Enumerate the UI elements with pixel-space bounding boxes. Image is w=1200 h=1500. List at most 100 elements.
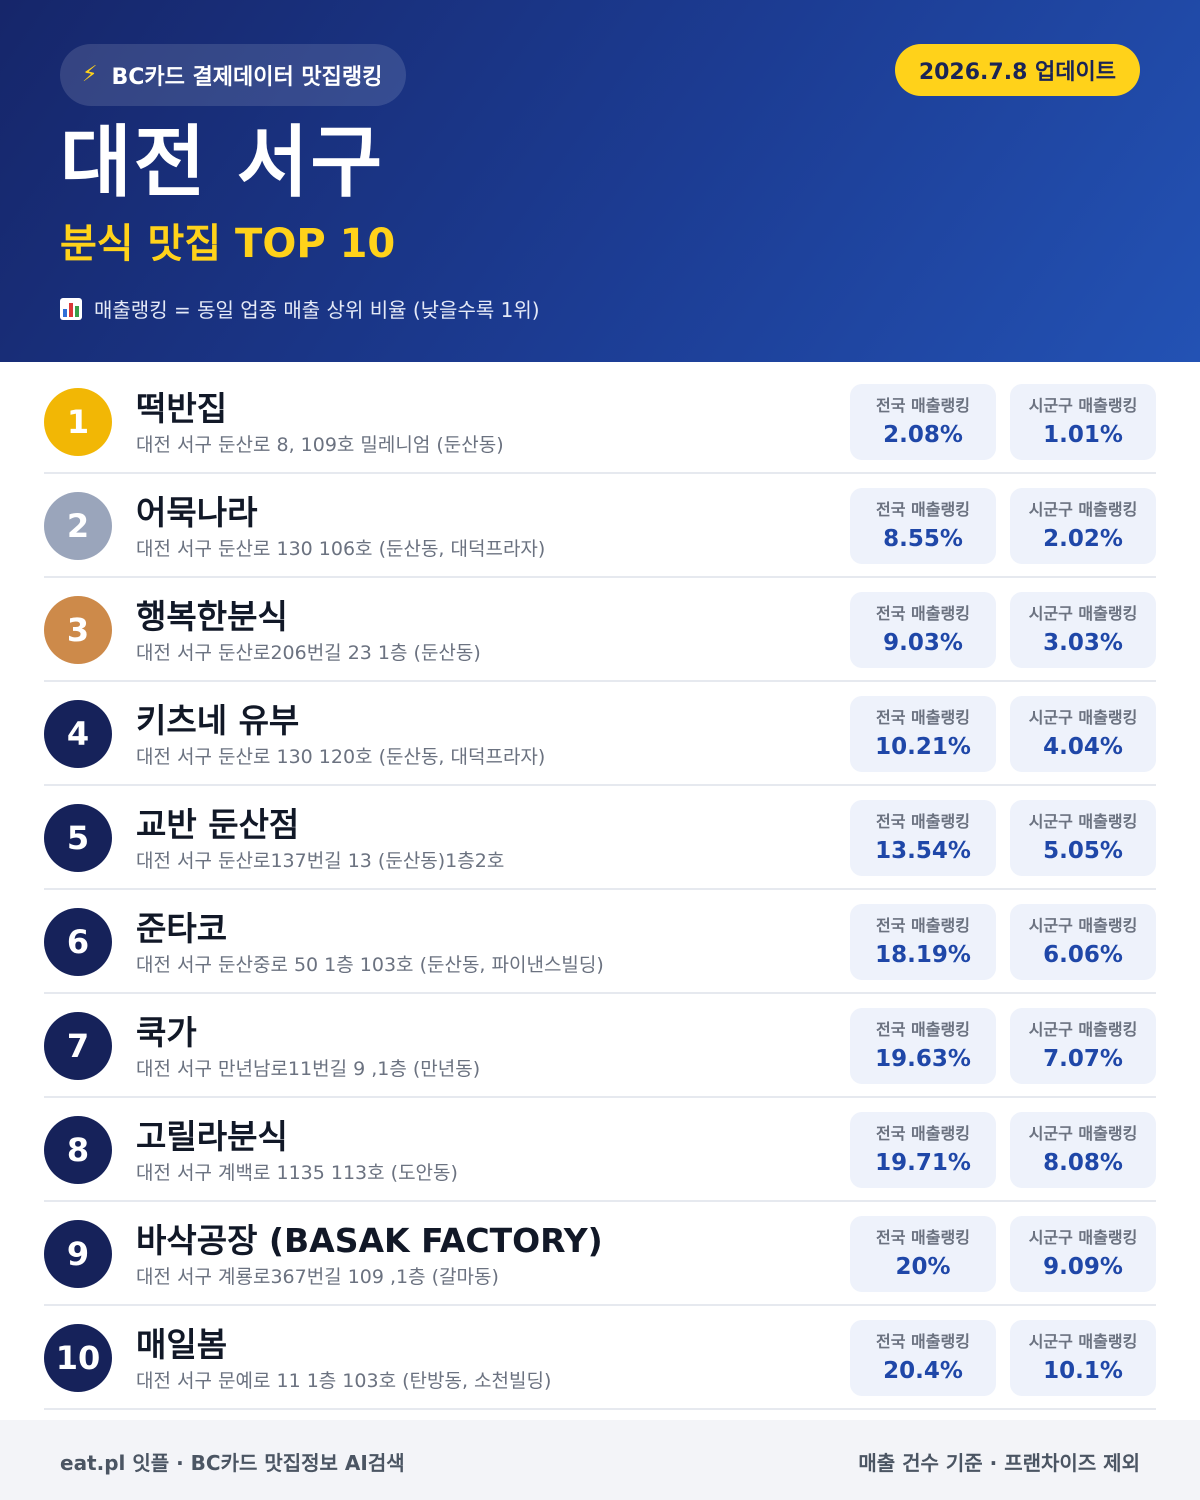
national-ranking-box: 전국 매출랭킹 18.19% — [850, 904, 996, 980]
list-item[interactable]: 7 쿡가 대전 서구 만년남로11번길 9 ,1층 (만년동) 전국 매출랭킹 … — [44, 994, 1156, 1098]
list-item[interactable]: 3 행복한분식 대전 서구 둔산로206번길 23 1층 (둔산동) 전국 매출… — [44, 578, 1156, 682]
national-ranking-value: 2.08% — [883, 422, 963, 448]
restaurant-address: 대전 서구 둔산로137번길 13 (둔산동)1층2호 — [136, 850, 505, 872]
local-ranking-box: 시군구 매출랭킹 10.1% — [1010, 1320, 1156, 1396]
rank-badge: 6 — [44, 908, 112, 976]
footer-source: eat.pl 잇플 · BC카드 맛집정보 AI검색 — [60, 1451, 405, 1475]
restaurant-address: 대전 서구 둔산로 130 120호 (둔산동, 대덕프라자) — [136, 746, 546, 768]
national-ranking-label: 전국 매출랭킹 — [876, 708, 970, 727]
restaurant-address: 대전 서구 계백로 1135 113호 (도안동) — [136, 1162, 458, 1184]
national-ranking-label: 전국 매출랭킹 — [876, 1020, 970, 1039]
local-ranking-value: 4.04% — [1043, 734, 1123, 760]
local-ranking-label: 시군구 매출랭킹 — [1028, 1228, 1138, 1247]
restaurant-address: 대전 서구 문예로 11 1층 103호 (탄방동, 소천빌딩) — [136, 1370, 552, 1392]
national-ranking-value: 18.19% — [875, 942, 971, 968]
restaurant-name: 키츠네 유부 — [136, 701, 300, 740]
national-ranking-label: 전국 매출랭킹 — [876, 604, 970, 623]
local-ranking-box: 시군구 매출랭킹 5.05% — [1010, 800, 1156, 876]
restaurant-name: 떡반집 — [136, 389, 228, 428]
local-ranking-box: 시군구 매출랭킹 8.08% — [1010, 1112, 1156, 1188]
restaurant-address: 대전 서구 둔산로206번길 23 1층 (둔산동) — [136, 642, 481, 664]
national-ranking-label: 전국 매출랭킹 — [876, 1228, 970, 1247]
local-ranking-label: 시군구 매출랭킹 — [1028, 500, 1138, 519]
rank-badge: 4 — [44, 700, 112, 768]
restaurant-name: 매일봄 — [136, 1325, 228, 1364]
local-ranking-value: 9.09% — [1043, 1254, 1123, 1280]
rank-badge: 3 — [44, 596, 112, 664]
local-ranking-label: 시군구 매출랭킹 — [1028, 1124, 1138, 1143]
local-ranking-label: 시군구 매출랭킹 — [1028, 812, 1138, 831]
rank-badge: 5 — [44, 804, 112, 872]
ranking-note: 매출랭킹 = 동일 업종 매출 상위 비율 (낮을수록 1위) — [60, 294, 540, 323]
national-ranking-box: 전국 매출랭킹 2.08% — [850, 384, 996, 460]
restaurant-name: 바삭공장 (BASAK FACTORY) — [136, 1221, 603, 1260]
lightning-icon: ⚡ — [82, 62, 98, 87]
list-item[interactable]: 9 바삭공장 (BASAK FACTORY) 대전 서구 계룡로367번길 10… — [44, 1202, 1156, 1306]
rank-badge: 1 — [44, 388, 112, 456]
national-ranking-label: 전국 매출랭킹 — [876, 396, 970, 415]
national-ranking-label: 전국 매출랭킹 — [876, 916, 970, 935]
local-ranking-label: 시군구 매출랭킹 — [1028, 916, 1138, 935]
local-ranking-box: 시군구 매출랭킹 1.01% — [1010, 384, 1156, 460]
restaurant-address: 대전 서구 만년남로11번길 9 ,1층 (만년동) — [136, 1058, 481, 1080]
update-badge: 2026.7.8 업데이트 — [894, 44, 1140, 96]
national-ranking-value: 19.63% — [875, 1046, 971, 1072]
local-ranking-value: 1.01% — [1043, 422, 1123, 448]
restaurant-address: 대전 서구 둔산로 8, 109호 밀레니엄 (둔산동) — [136, 434, 504, 456]
national-ranking-value: 19.71% — [875, 1150, 971, 1176]
national-ranking-value: 10.21% — [875, 734, 971, 760]
list-item[interactable]: 5 교반 둔산점 대전 서구 둔산로137번길 13 (둔산동)1층2호 전국 … — [44, 786, 1156, 890]
local-ranking-value: 5.05% — [1043, 838, 1123, 864]
local-ranking-label: 시군구 매출랭킹 — [1028, 396, 1138, 415]
list-item[interactable]: 8 고릴라분식 대전 서구 계백로 1135 113호 (도안동) 전국 매출랭… — [44, 1098, 1156, 1202]
local-ranking-box: 시군구 매출랭킹 3.03% — [1010, 592, 1156, 668]
national-ranking-value: 8.55% — [883, 526, 963, 552]
national-ranking-label: 전국 매출랭킹 — [876, 1124, 970, 1143]
restaurant-name: 행복한분식 — [136, 597, 288, 636]
list-item[interactable]: 2 어묵나라 대전 서구 둔산로 130 106호 (둔산동, 대덕프라자) 전… — [44, 474, 1156, 578]
national-ranking-box: 전국 매출랭킹 8.55% — [850, 488, 996, 564]
restaurant-name: 고릴라분식 — [136, 1117, 288, 1156]
local-ranking-label: 시군구 매출랭킹 — [1028, 708, 1138, 727]
local-ranking-value: 8.08% — [1043, 1150, 1123, 1176]
list-item[interactable]: 1 떡반집 대전 서구 둔산로 8, 109호 밀레니엄 (둔산동) 전국 매출… — [44, 370, 1156, 474]
national-ranking-box: 전국 매출랭킹 10.21% — [850, 696, 996, 772]
local-ranking-value: 2.02% — [1043, 526, 1123, 552]
rank-badge: 2 — [44, 492, 112, 560]
national-ranking-label: 전국 매출랭킹 — [876, 1332, 970, 1351]
national-ranking-box: 전국 매출랭킹 19.71% — [850, 1112, 996, 1188]
local-ranking-label: 시군구 매출랭킹 — [1028, 604, 1138, 623]
restaurant-address: 대전 서구 계룡로367번길 109 ,1층 (갈마동) — [136, 1266, 499, 1288]
national-ranking-box: 전국 매출랭킹 20.4% — [850, 1320, 996, 1396]
national-ranking-value: 20.4% — [883, 1358, 963, 1384]
list-item[interactable]: 4 키츠네 유부 대전 서구 둔산로 130 120호 (둔산동, 대덕프라자)… — [44, 682, 1156, 786]
local-ranking-box: 시군구 매출랭킹 2.02% — [1010, 488, 1156, 564]
list-item[interactable]: 10 매일봄 대전 서구 문예로 11 1층 103호 (탄방동, 소천빌딩) … — [44, 1306, 1156, 1410]
footer-criteria: 매출 건수 기준 · 프랜차이즈 제외 — [858, 1451, 1140, 1475]
restaurant-name: 교반 둔산점 — [136, 805, 300, 844]
local-ranking-box: 시군구 매출랭킹 4.04% — [1010, 696, 1156, 772]
national-ranking-box: 전국 매출랭킹 9.03% — [850, 592, 996, 668]
national-ranking-value: 20% — [895, 1254, 951, 1280]
local-ranking-box: 시군구 매출랭킹 9.09% — [1010, 1216, 1156, 1292]
ranking-note-text: 매출랭킹 = 동일 업종 매출 상위 비율 (낮을수록 1위) — [94, 298, 540, 322]
source-badge: ⚡ BC카드 결제데이터 맛집랭킹 — [60, 44, 407, 106]
local-ranking-value: 6.06% — [1043, 942, 1123, 968]
rank-badge: 8 — [44, 1116, 112, 1184]
rank-badge: 7 — [44, 1012, 112, 1080]
restaurant-name: 어묵나라 — [136, 493, 258, 532]
national-ranking-value: 9.03% — [883, 630, 963, 656]
local-ranking-value: 7.07% — [1043, 1046, 1123, 1072]
local-ranking-label: 시군구 매출랭킹 — [1028, 1020, 1138, 1039]
local-ranking-value: 10.1% — [1043, 1358, 1123, 1384]
region-title: 대전 서구 — [60, 118, 385, 208]
local-ranking-box: 시군구 매출랭킹 6.06% — [1010, 904, 1156, 980]
national-ranking-value: 13.54% — [875, 838, 971, 864]
local-ranking-box: 시군구 매출랭킹 7.07% — [1010, 1008, 1156, 1084]
national-ranking-box: 전국 매출랭킹 20% — [850, 1216, 996, 1292]
local-ranking-value: 3.03% — [1043, 630, 1123, 656]
rank-badge: 9 — [44, 1220, 112, 1288]
bar-chart-icon — [60, 297, 82, 320]
page-subtitle: 분식 맛집 TOP 10 — [60, 221, 396, 267]
list-item[interactable]: 6 준타코 대전 서구 둔산중로 50 1층 103호 (둔산동, 파이낸스빌딩… — [44, 890, 1156, 994]
